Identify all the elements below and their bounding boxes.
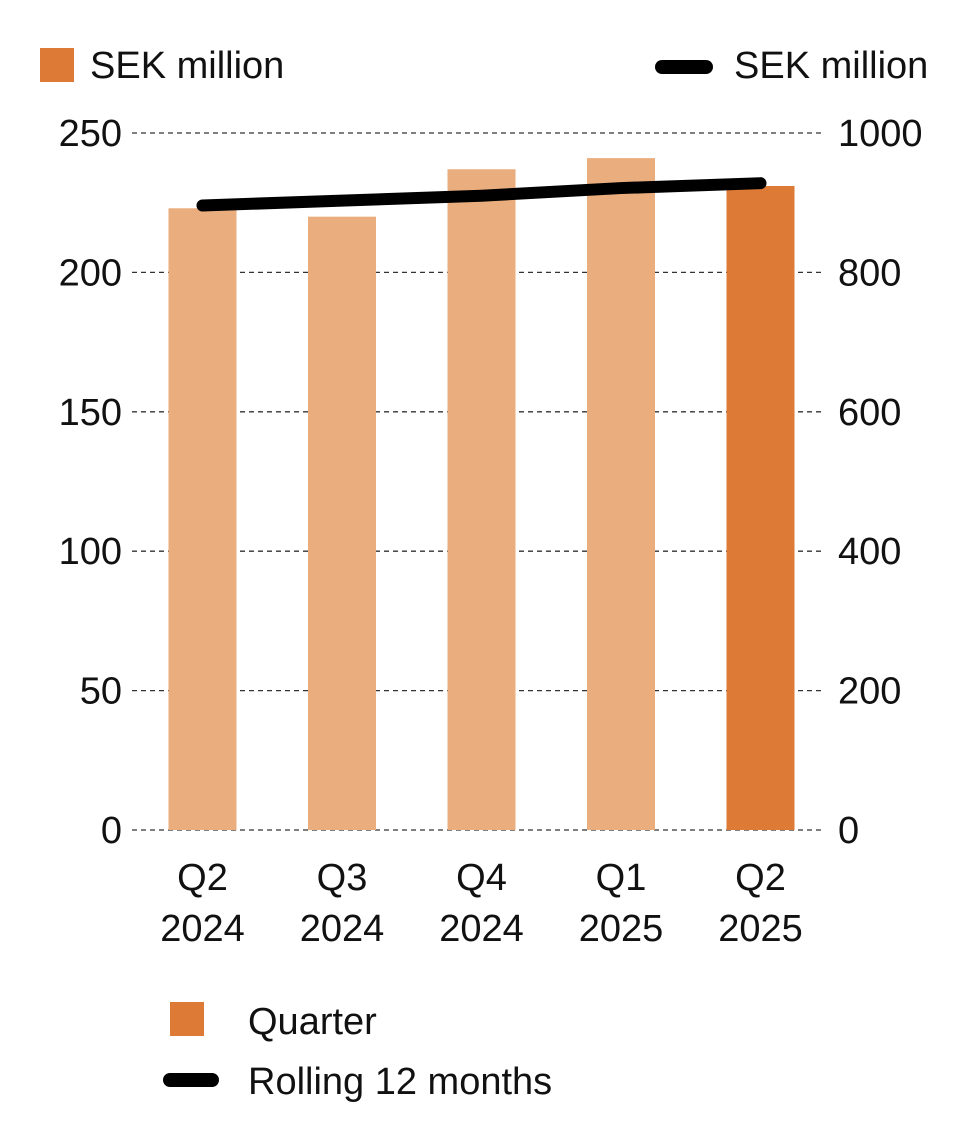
bar [587, 158, 655, 831]
left-tick-label: 250 [59, 113, 122, 155]
line-point [620, 187, 622, 190]
left-tick-label: 100 [59, 531, 122, 573]
bar-series [168, 158, 795, 831]
legend-quarter-swatch [170, 1002, 204, 1036]
x-category-quarter: Q1 [596, 857, 647, 899]
x-category-year: 2024 [160, 908, 245, 950]
x-category-year: 2024 [300, 908, 385, 950]
right-tick-label: 800 [838, 252, 901, 294]
legend-quarter-label: Quarter [248, 1001, 377, 1043]
x-category-year: 2024 [439, 908, 524, 950]
right-tick-label: 0 [838, 810, 859, 852]
legend-rolling-label: Rolling 12 months [248, 1061, 552, 1103]
left-tick-label: 200 [59, 252, 122, 294]
x-axis-categories: Q2 2024 Q3 2024 Q4 2024 Q1 2025 Q2 2025 [160, 857, 803, 950]
right-axis-unit-label: SEK million [734, 45, 928, 87]
right-tick-label: 600 [838, 392, 901, 434]
right-axis-ticks: 0 200 400 600 800 1000 [838, 113, 923, 852]
x-category-year: 2025 [579, 908, 664, 950]
x-category-quarter: Q4 [456, 857, 507, 899]
right-tick-label: 200 [838, 671, 901, 713]
x-category-quarter: Q2 [735, 857, 786, 899]
line-point [201, 204, 204, 207]
bar [447, 169, 516, 830]
line-point [759, 182, 762, 185]
bar [308, 216, 376, 830]
left-tick-label: 150 [59, 392, 122, 434]
line-point [341, 199, 343, 202]
x-category-quarter: Q2 [177, 857, 228, 899]
x-category-year: 2025 [718, 908, 803, 950]
bar [168, 208, 237, 830]
right-tick-label: 400 [838, 531, 901, 573]
left-tick-label: 50 [80, 671, 122, 713]
x-category-quarter: Q3 [317, 857, 368, 899]
left-axis-ticks: 0 50 100 150 200 250 [59, 113, 122, 852]
left-axis-unit-swatch [40, 48, 74, 82]
left-axis-unit-label: SEK million [90, 45, 284, 87]
left-tick-label: 0 [101, 810, 122, 852]
right-tick-label: 1000 [838, 113, 923, 155]
line-series [196, 177, 767, 212]
bar [726, 185, 795, 831]
line-point [480, 194, 483, 197]
